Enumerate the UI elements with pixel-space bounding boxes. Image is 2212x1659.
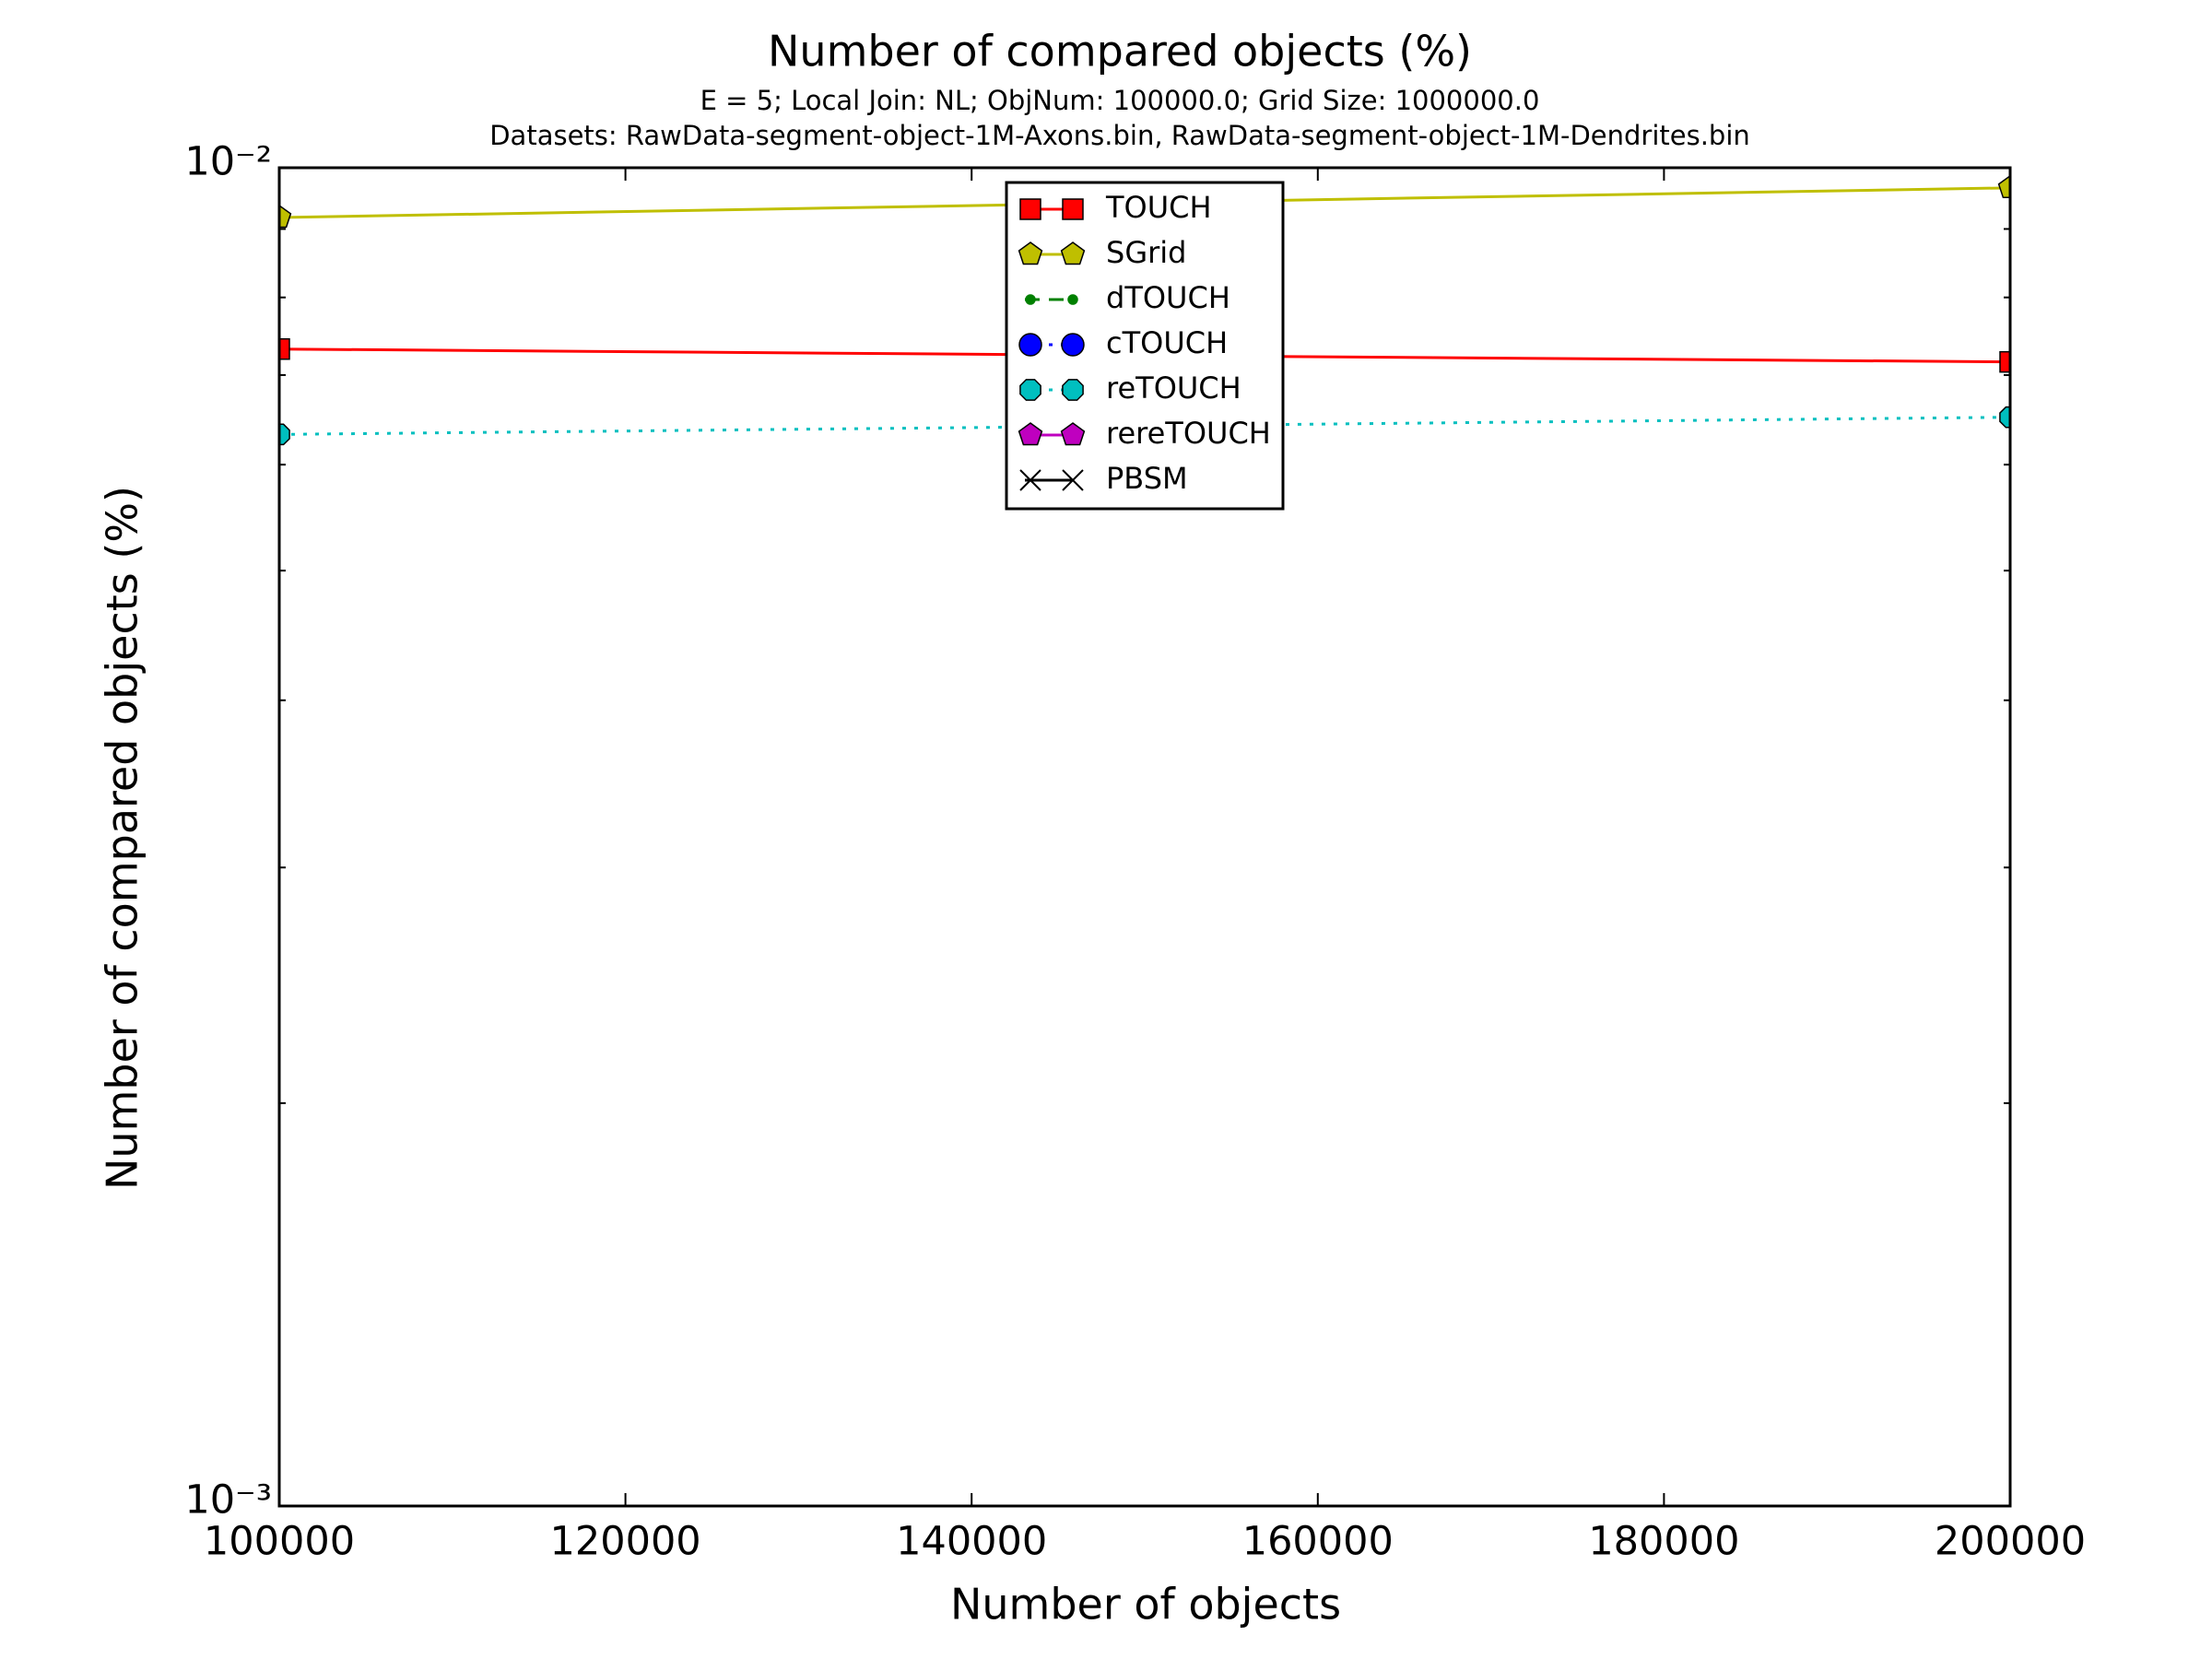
legend-label: TOUCH [1105,190,1212,225]
legend-label: dTOUCH [1106,280,1230,315]
chart-title: Number of compared objects (%) [768,27,1472,76]
marker [1997,174,2010,199]
x-tick-label: 200000 [1935,1519,2086,1565]
x-tick-label: 120000 [550,1519,701,1565]
marker [1061,333,1085,357]
x-tick-label: 100000 [204,1519,355,1565]
marker [1019,198,1041,220]
marker [1062,469,1084,491]
marker [1062,198,1084,220]
marker [1018,333,1042,357]
marker [1018,422,1043,446]
chart-subtitle: E = 5; Local Join: NL; ObjNum: 100000.0;… [700,85,1540,116]
marker [1067,294,1078,305]
legend-label: SGrid [1106,235,1186,270]
legend-label: reTOUCH [1106,371,1241,406]
x-tick-label: 140000 [896,1519,1047,1565]
marker [1018,241,1043,265]
marker [1025,294,1036,305]
marker [1999,406,2010,429]
legend-label: rereTOUCH [1106,416,1271,451]
y-tick-label: 10⁻² [184,139,272,185]
legend-label: PBSM [1106,461,1188,496]
marker [1060,422,1086,446]
marker [279,423,290,446]
marker [1019,469,1041,491]
marker [279,337,290,360]
legend-label: cTOUCH [1106,325,1228,360]
marker [1060,241,1086,265]
y-axis-label: Number of compared objects (%) [98,486,147,1190]
marker [1999,350,2010,373]
chart-subtitle: Datasets: RawData-segment-object-1M-Axon… [489,120,1750,151]
marker [1062,379,1084,401]
plot-frame [277,166,2012,1508]
marker [1019,379,1041,401]
marker [279,205,292,229]
y-tick-label: 10⁻³ [184,1477,272,1524]
x-tick-label: 180000 [1588,1519,1739,1565]
x-axis-label: Number of objects [950,1580,1341,1630]
x-tick-label: 160000 [1242,1519,1394,1565]
